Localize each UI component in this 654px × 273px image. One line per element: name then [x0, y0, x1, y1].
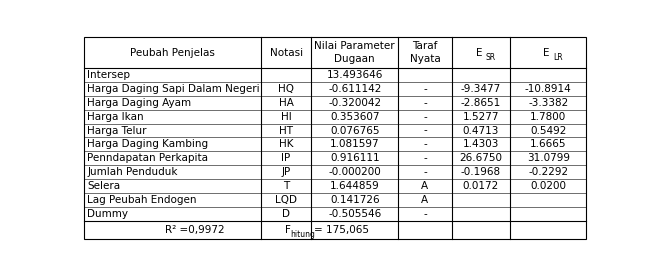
Text: Harga Ikan: Harga Ikan [88, 112, 144, 122]
Text: 0.076765: 0.076765 [330, 126, 379, 136]
Text: 1.5277: 1.5277 [462, 112, 499, 122]
Text: Peubah Penjelas: Peubah Penjelas [130, 48, 215, 58]
Text: Intersep: Intersep [88, 70, 130, 80]
Text: -10.8914: -10.8914 [525, 84, 572, 94]
Text: = 175,065: = 175,065 [315, 225, 370, 235]
Text: 0.0172: 0.0172 [463, 181, 499, 191]
Text: IP: IP [281, 153, 291, 163]
Text: 13.493646: 13.493646 [326, 70, 383, 80]
Text: R² =0,9972: R² =0,9972 [165, 225, 224, 235]
Text: 0.353607: 0.353607 [330, 112, 379, 122]
Text: -: - [423, 140, 427, 149]
Text: -0.611142: -0.611142 [328, 84, 381, 94]
Text: HA: HA [279, 98, 294, 108]
Text: 1.7800: 1.7800 [530, 112, 566, 122]
Text: -: - [423, 167, 427, 177]
Text: 26.6750: 26.6750 [460, 153, 502, 163]
Text: Jumlah Penduduk: Jumlah Penduduk [88, 167, 178, 177]
Text: -: - [423, 112, 427, 122]
Text: HI: HI [281, 112, 292, 122]
Text: hitung: hitung [290, 230, 315, 239]
Text: Lag Peubah Endogen: Lag Peubah Endogen [88, 195, 197, 205]
Text: Dummy: Dummy [88, 209, 128, 219]
Text: 31.0799: 31.0799 [526, 153, 570, 163]
Text: 0.916111: 0.916111 [330, 153, 379, 163]
Text: -0.000200: -0.000200 [328, 167, 381, 177]
Text: Nilai Parameter
Dugaan: Nilai Parameter Dugaan [315, 41, 395, 64]
Text: -9.3477: -9.3477 [461, 84, 501, 94]
Text: F: F [285, 225, 291, 235]
Text: E: E [475, 48, 482, 58]
Text: Penndapatan Perkapita: Penndapatan Perkapita [88, 153, 209, 163]
Text: -: - [423, 84, 427, 94]
Text: Taraf
Nyata: Taraf Nyata [409, 41, 440, 64]
Text: LR: LR [553, 53, 562, 62]
Text: Harga Daging Sapi Dalam Negeri: Harga Daging Sapi Dalam Negeri [88, 84, 260, 94]
Text: -: - [423, 209, 427, 219]
Text: -0.505546: -0.505546 [328, 209, 381, 219]
Text: -: - [423, 153, 427, 163]
Text: HT: HT [279, 126, 293, 136]
Text: SR: SR [485, 53, 496, 62]
Text: -3.3382: -3.3382 [528, 98, 568, 108]
Text: Selera: Selera [88, 181, 120, 191]
Text: -0.320042: -0.320042 [328, 98, 381, 108]
Text: 0.0200: 0.0200 [530, 181, 566, 191]
Text: 0.4713: 0.4713 [463, 126, 499, 136]
Text: T: T [283, 181, 289, 191]
Text: E: E [543, 48, 549, 58]
Text: LQD: LQD [275, 195, 297, 205]
Text: 0.141726: 0.141726 [330, 195, 379, 205]
Text: -: - [423, 126, 427, 136]
Text: 0.5492: 0.5492 [530, 126, 566, 136]
Text: HQ: HQ [278, 84, 294, 94]
Text: Harga Daging Ayam: Harga Daging Ayam [88, 98, 192, 108]
Text: A: A [421, 181, 428, 191]
Text: JP: JP [281, 167, 291, 177]
Text: -0.1968: -0.1968 [461, 167, 501, 177]
Text: A: A [421, 195, 428, 205]
Text: Harga Daging Kambing: Harga Daging Kambing [88, 140, 209, 149]
Text: 1.4303: 1.4303 [463, 140, 499, 149]
Text: Notasi: Notasi [269, 48, 303, 58]
Text: 1.081597: 1.081597 [330, 140, 379, 149]
Text: HK: HK [279, 140, 294, 149]
Text: 1.644859: 1.644859 [330, 181, 380, 191]
Text: Harga Telur: Harga Telur [88, 126, 147, 136]
Text: 1.6665: 1.6665 [530, 140, 566, 149]
Text: -2.8651: -2.8651 [461, 98, 501, 108]
Text: D: D [282, 209, 290, 219]
Text: -0.2292: -0.2292 [528, 167, 568, 177]
Text: -: - [423, 98, 427, 108]
